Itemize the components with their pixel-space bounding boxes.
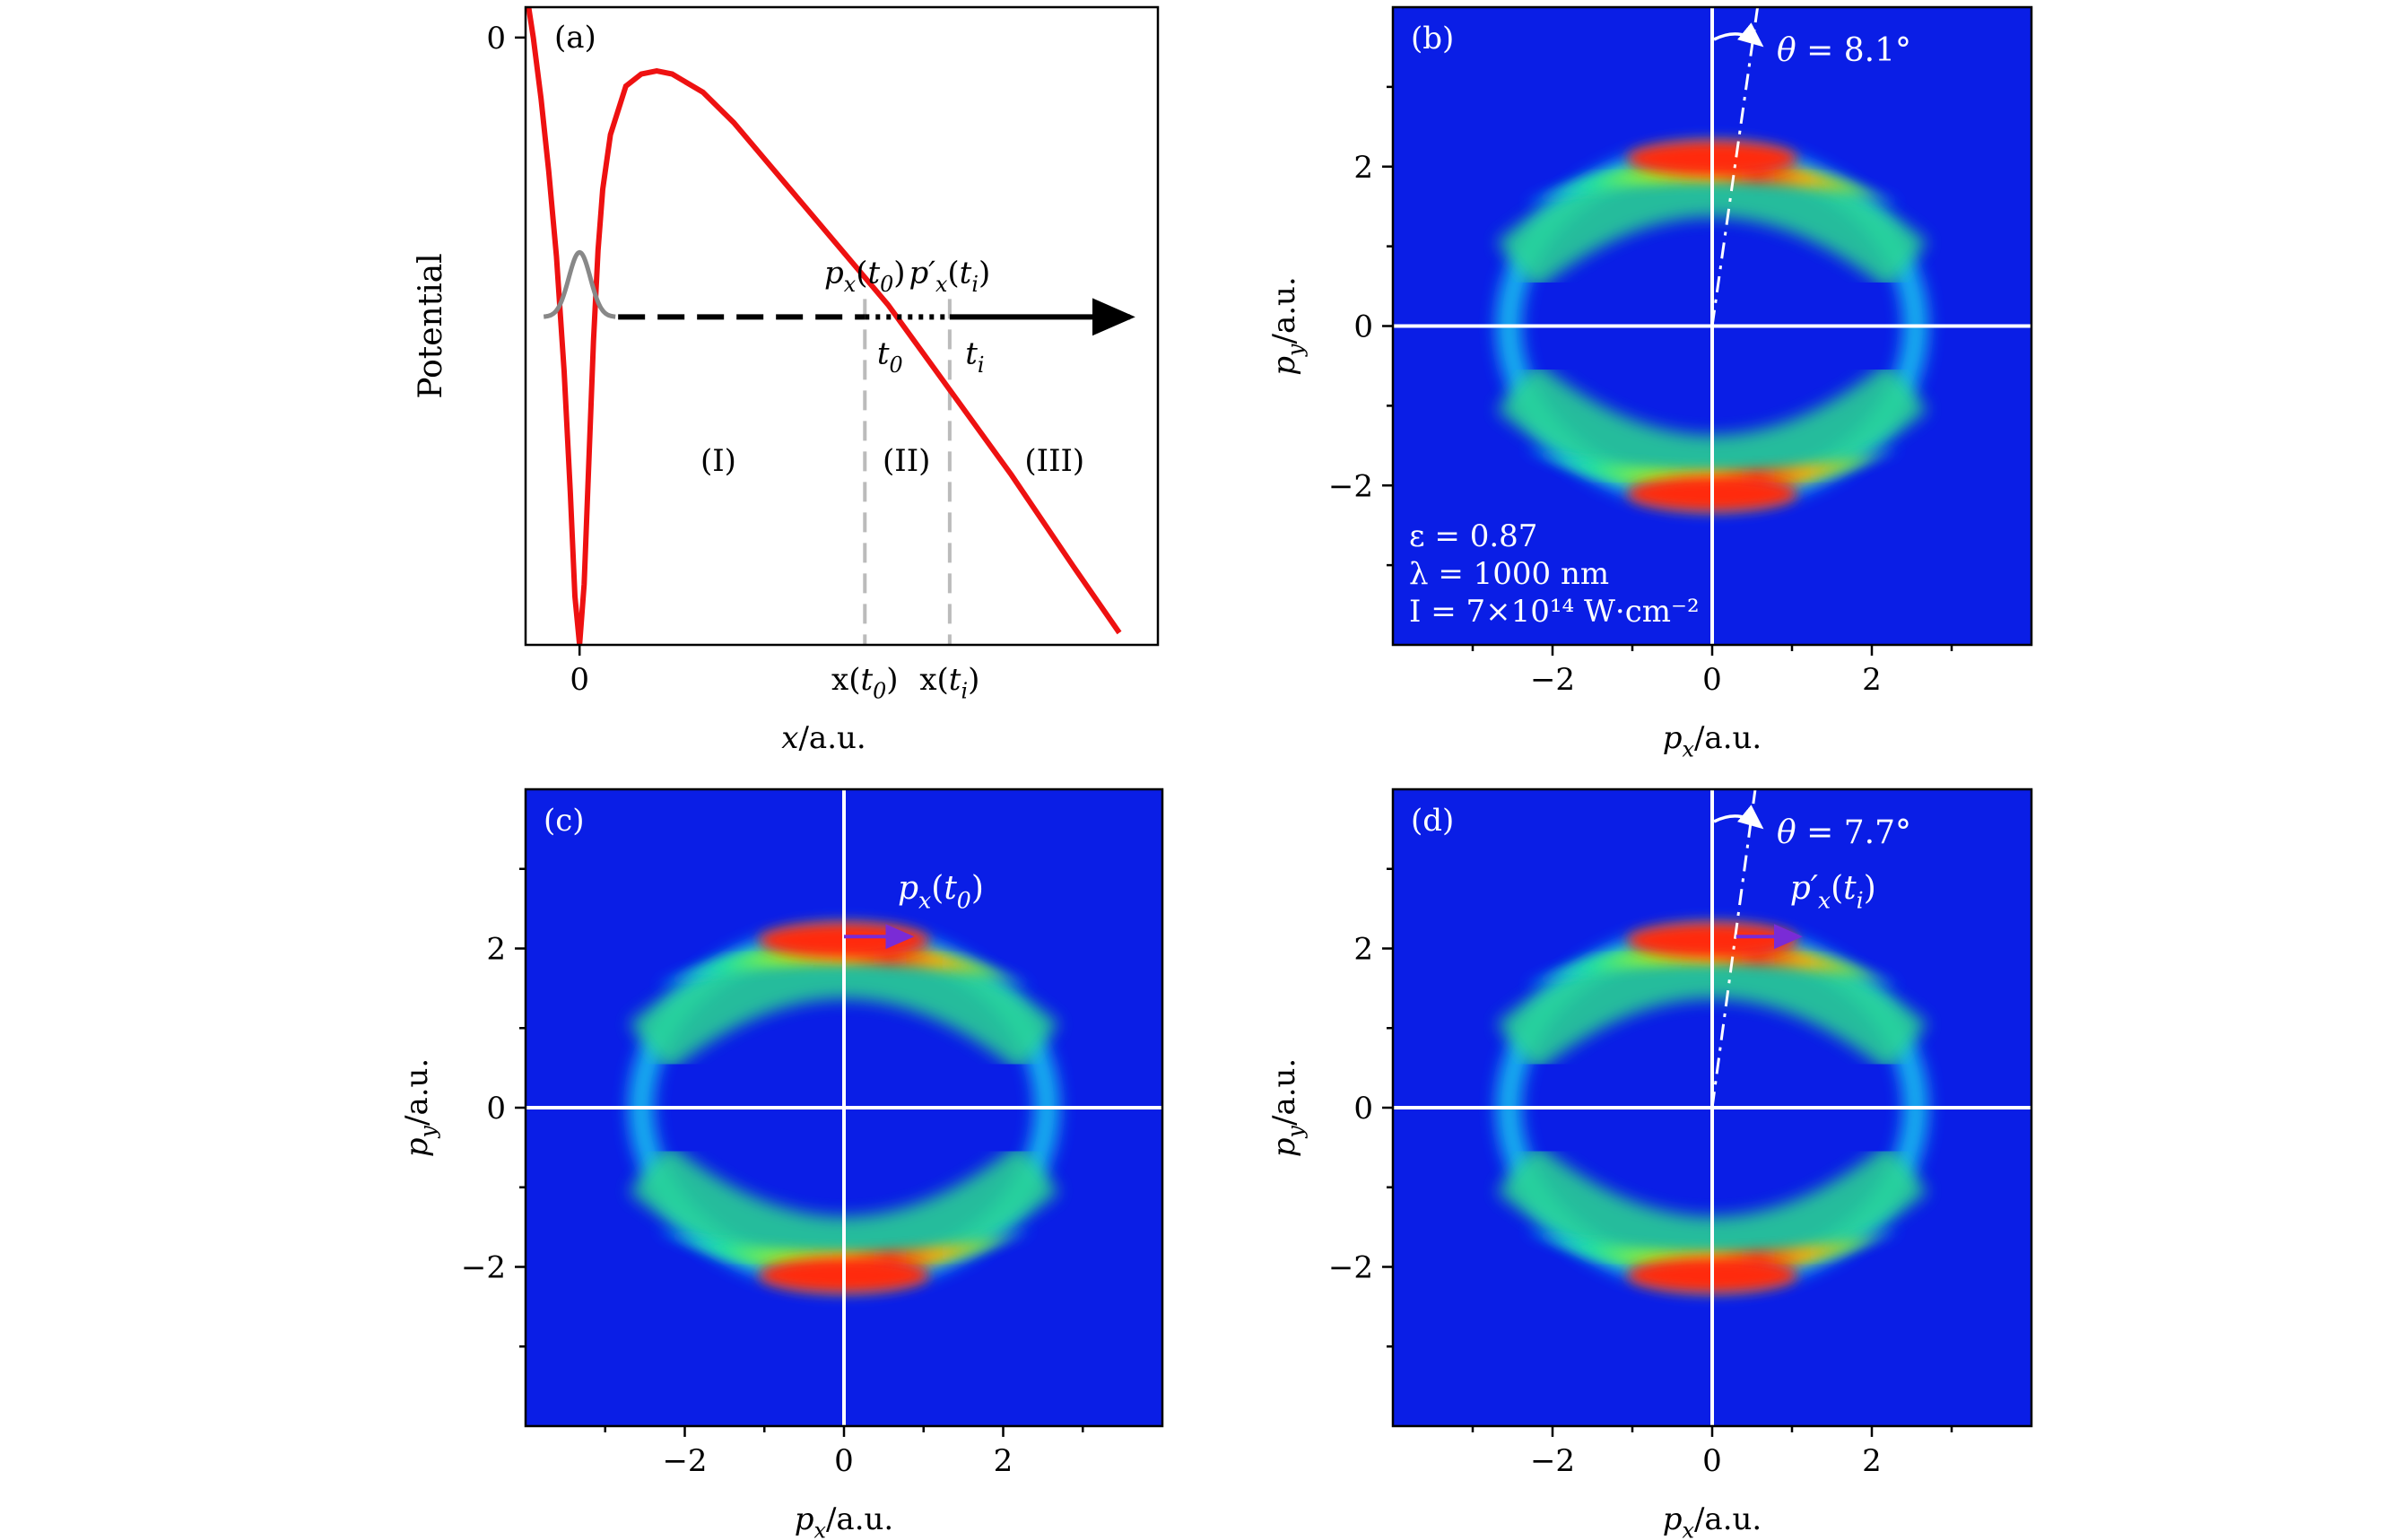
x-tick-label: 0 bbox=[834, 1443, 854, 1479]
rotation-line bbox=[1710, 789, 1757, 1109]
potential-curve bbox=[526, 6, 1122, 646]
y-tick-label: 0 bbox=[1353, 1091, 1373, 1127]
region-label: (III) bbox=[1024, 443, 1084, 479]
panel-a-ylabel: Potential bbox=[413, 253, 449, 398]
panel-c-momentum-map: px(t0) (c) −2 0 2 −2 0 2 px/a.u. py/a.u. bbox=[399, 787, 1164, 1540]
x-tick-label: 0 bbox=[1702, 1443, 1722, 1479]
parameter-line: ε = 0.87 bbox=[1409, 518, 1537, 554]
marker-momentum-label: p′x(ti) bbox=[909, 255, 990, 297]
panel-a-potential: 00 (a) px(t0)t0x(t0)p′x(ti)tix(ti)(I) (II… bbox=[413, 5, 1160, 756]
panel-a-xlabel: x/a.u. bbox=[781, 720, 866, 756]
rotation-line bbox=[1710, 7, 1760, 326]
y-tick-label: −2 bbox=[1328, 1250, 1373, 1286]
region-boundaries bbox=[863, 299, 952, 645]
panel-a-label: (a) bbox=[554, 20, 596, 56]
x-tick-label: 2 bbox=[1862, 662, 1882, 698]
angle-label: θ = 7.7° bbox=[1777, 814, 1911, 851]
angle-label: θ = 8.1° bbox=[1777, 32, 1911, 69]
y-tick-label: 2 bbox=[1353, 932, 1373, 968]
momentum-arrow-label: p′x(ti) bbox=[1790, 870, 1876, 913]
y-tick-label: 0 bbox=[486, 1091, 506, 1127]
ticks: −2 0 2 −2 0 2 bbox=[461, 867, 1084, 1479]
region-label: (II) bbox=[883, 443, 930, 479]
parameter-line: I = 7×10¹⁴ W·cm⁻² bbox=[1409, 594, 1700, 630]
x-tick-label: 0 bbox=[570, 662, 589, 698]
x-axis-label: px/a.u. bbox=[795, 1501, 893, 1540]
marker-time-label: t0 bbox=[877, 335, 903, 378]
x-axis-label: px/a.u. bbox=[1663, 1501, 1762, 1540]
heatmap-area: px(t0) bbox=[526, 789, 1162, 1426]
panel-label: (d) bbox=[1411, 803, 1454, 839]
panel-a-frame bbox=[524, 5, 1160, 647]
x-tick-label: 2 bbox=[994, 1443, 1013, 1479]
x-tick-label: 2 bbox=[1862, 1443, 1882, 1479]
panel-label: (c) bbox=[544, 803, 585, 839]
x-axis-label: px/a.u. bbox=[1663, 720, 1762, 762]
panel-a-ticks: 00 bbox=[486, 21, 589, 698]
y-axis-label: py/a.u. bbox=[1266, 276, 1309, 375]
y-tick-label: 2 bbox=[1353, 150, 1373, 186]
panel-d-momentum-map: θ = 7.7° p′x(ti) (d) −2 0 2 −2 0 2 px/a.u. py/a.u. bbox=[1266, 787, 2033, 1540]
panel-label: (b) bbox=[1411, 21, 1454, 57]
wavepacket bbox=[543, 249, 616, 319]
marker-position-label: x(t0) bbox=[831, 662, 899, 704]
y-tick-label: −2 bbox=[461, 1250, 506, 1286]
y-tick-label: 2 bbox=[486, 932, 506, 968]
y-tick-label: −2 bbox=[1328, 468, 1373, 504]
panel-a-annotations: px(t0) t0 x(t0) p′x(ti) ti x(ti) (I) (II) (III) bbox=[700, 255, 1084, 703]
x-tick-label: −2 bbox=[662, 1443, 707, 1479]
y-tick-label: 0 bbox=[1353, 309, 1373, 345]
x-tick-label: −2 bbox=[1530, 662, 1575, 698]
angle-arc bbox=[1713, 805, 1764, 830]
region-label: (I) bbox=[700, 443, 736, 479]
x-tick-label: 0 bbox=[1702, 662, 1722, 698]
panel-b-momentum-map: θ = 8.1° ε = 0.87λ = 1000 nmI = 7×10¹⁴ W·… bbox=[1266, 5, 2033, 762]
heatmap-area: θ = 7.7° p′x(ti) bbox=[1393, 789, 2031, 1426]
y-tick-label: 0 bbox=[486, 21, 506, 57]
angle-arc bbox=[1713, 22, 1764, 48]
parameter-line: λ = 1000 nm bbox=[1409, 556, 1609, 592]
marker-momentum-label: px(t0) bbox=[824, 255, 906, 297]
heatmap-area: θ = 8.1° ε = 0.87λ = 1000 nmI = 7×10¹⁴ W·… bbox=[1393, 7, 2031, 645]
momentum-arrow-label: px(t0) bbox=[898, 870, 984, 913]
y-axis-label: py/a.u. bbox=[1266, 1058, 1309, 1157]
marker-position-label: x(ti) bbox=[919, 662, 979, 704]
x-tick-label: −2 bbox=[1530, 1443, 1575, 1479]
y-axis-label: py/a.u. bbox=[399, 1058, 441, 1157]
ticks: −2 0 2 −2 0 2 bbox=[1328, 85, 1953, 698]
ticks: −2 0 2 −2 0 2 bbox=[1328, 867, 1953, 1479]
marker-time-label: ti bbox=[965, 335, 984, 378]
